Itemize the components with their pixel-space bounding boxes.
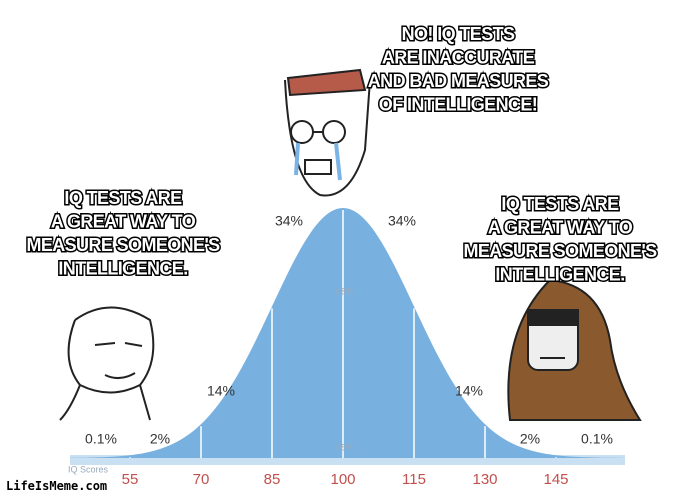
- caption-line: IQ TESTS ARE: [64, 188, 182, 208]
- percent-label: 34%: [275, 213, 303, 229]
- inner-label: 68%: [336, 286, 354, 296]
- watermark: LifeIsMeme.com: [6, 479, 107, 493]
- caption-line: A GREAT WAY TO: [488, 217, 633, 237]
- percent-label: 34%: [388, 213, 416, 229]
- caption-line: IQ TESTS ARE: [501, 194, 619, 214]
- caption-line: INTELLIGENCE.: [58, 258, 187, 278]
- caption-line: A GREAT WAY TO: [51, 211, 196, 231]
- caption-line: AND BAD MEASURES: [368, 71, 549, 91]
- captions: NO! IQ TESTS ARE INACCURATE AND BAD MEASUR…: [25, 22, 659, 286]
- x-label: 55: [122, 471, 139, 488]
- percent-label: 0.1%: [581, 431, 613, 447]
- outer-label: 95%: [336, 442, 354, 452]
- caption-line: NO! IQ TESTS: [402, 24, 515, 44]
- bell-curve: [70, 208, 625, 458]
- x-label: 145: [543, 471, 568, 488]
- x-label: 115: [402, 471, 426, 488]
- smug-face: [59, 306, 155, 421]
- x-label: 100: [330, 471, 355, 488]
- crying-face: [284, 68, 371, 197]
- x-label: 130: [472, 471, 497, 488]
- axis-name: IQ Scores: [68, 464, 109, 474]
- hooded-face: [507, 278, 642, 421]
- caption-line: MEASURE SOMEONE'S: [26, 235, 220, 255]
- percent-label: 14%: [455, 383, 483, 399]
- x-label: 85: [264, 471, 281, 488]
- caption-line: OF INTELLIGENCE!: [379, 94, 537, 114]
- sd-lines: [129, 210, 557, 458]
- caption-line: INTELLIGENCE.: [495, 264, 624, 284]
- percent-label: 0.1%: [85, 431, 117, 447]
- baseline-band: [70, 455, 625, 465]
- percent-label: 14%: [207, 383, 235, 399]
- percent-label: 2%: [520, 431, 540, 447]
- caption-line: MEASURE SOMEONE'S: [463, 241, 657, 261]
- caption-line: ARE INACCURATE: [382, 47, 535, 67]
- chart-labels: 0.1% 2% 14% 34% 34% 14% 2% 0.1% 68% 95% IQ Scores 5…: [68, 213, 613, 488]
- percent-label: 2%: [150, 431, 170, 447]
- x-label: 70: [193, 471, 210, 488]
